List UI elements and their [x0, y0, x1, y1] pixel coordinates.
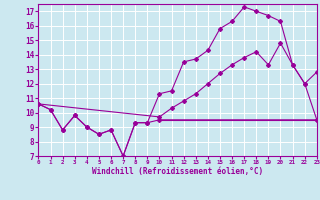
X-axis label: Windchill (Refroidissement éolien,°C): Windchill (Refroidissement éolien,°C): [92, 167, 263, 176]
